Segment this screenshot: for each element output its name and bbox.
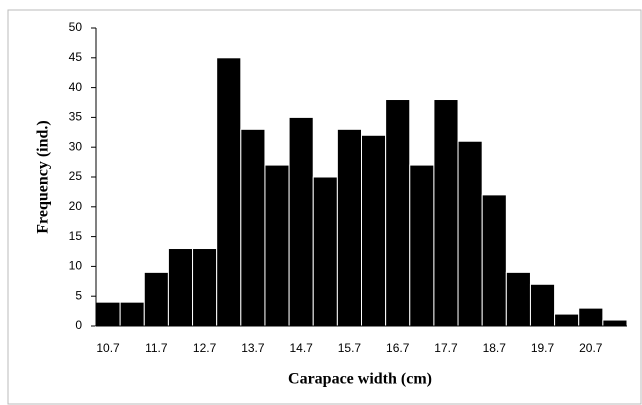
y-tick-label: 40 [69, 80, 83, 94]
bar [385, 99, 411, 327]
bar [457, 140, 483, 327]
y-tick-label: 45 [69, 50, 83, 64]
bar [336, 128, 363, 327]
x-tick-label: 15.7 [338, 341, 362, 355]
x-tick-label: 16.7 [386, 341, 410, 355]
y-tick-label: 20 [69, 199, 83, 213]
bar [216, 57, 242, 327]
x-tick-label: 19.7 [531, 341, 555, 355]
x-tick-label: 12.7 [193, 341, 217, 355]
x-tick-label: 20.7 [579, 341, 603, 355]
chart-frame [7, 9, 642, 405]
y-tick-label: 15 [69, 229, 83, 243]
bar [529, 283, 556, 327]
bar [167, 248, 194, 327]
bar [554, 313, 580, 327]
bar [481, 194, 507, 327]
bar [312, 176, 338, 327]
y-tick-label: 5 [75, 288, 82, 302]
bar [578, 307, 604, 327]
bar [240, 128, 266, 327]
y-tick-label: 35 [69, 110, 83, 124]
y-tick-label: 0 [75, 318, 82, 332]
bar [264, 164, 290, 327]
bar [602, 319, 628, 327]
bar [192, 248, 218, 327]
x-axis-title: Carapace width (cm) [288, 371, 432, 388]
x-tick-label: 11.7 [145, 341, 168, 355]
x-tick-label: 17.7 [434, 341, 458, 355]
bar [409, 164, 435, 327]
bar [119, 301, 145, 327]
bar [433, 99, 459, 327]
y-tick-label: 25 [69, 169, 83, 183]
bar [505, 271, 531, 327]
y-tick-label: 30 [69, 139, 83, 153]
y-axis-title: Frequency (ind.) [35, 120, 52, 233]
bar [143, 271, 169, 327]
y-tick-label: 50 [69, 20, 83, 34]
y-tick-label: 10 [69, 259, 83, 273]
bar [95, 301, 121, 327]
x-tick-label: 14.7 [289, 341, 313, 355]
bar [288, 116, 314, 327]
x-tick-label: 18.7 [483, 341, 507, 355]
x-tick-label: 13.7 [241, 341, 265, 355]
x-tick-label: 10.7 [96, 341, 120, 355]
bar [361, 134, 387, 327]
